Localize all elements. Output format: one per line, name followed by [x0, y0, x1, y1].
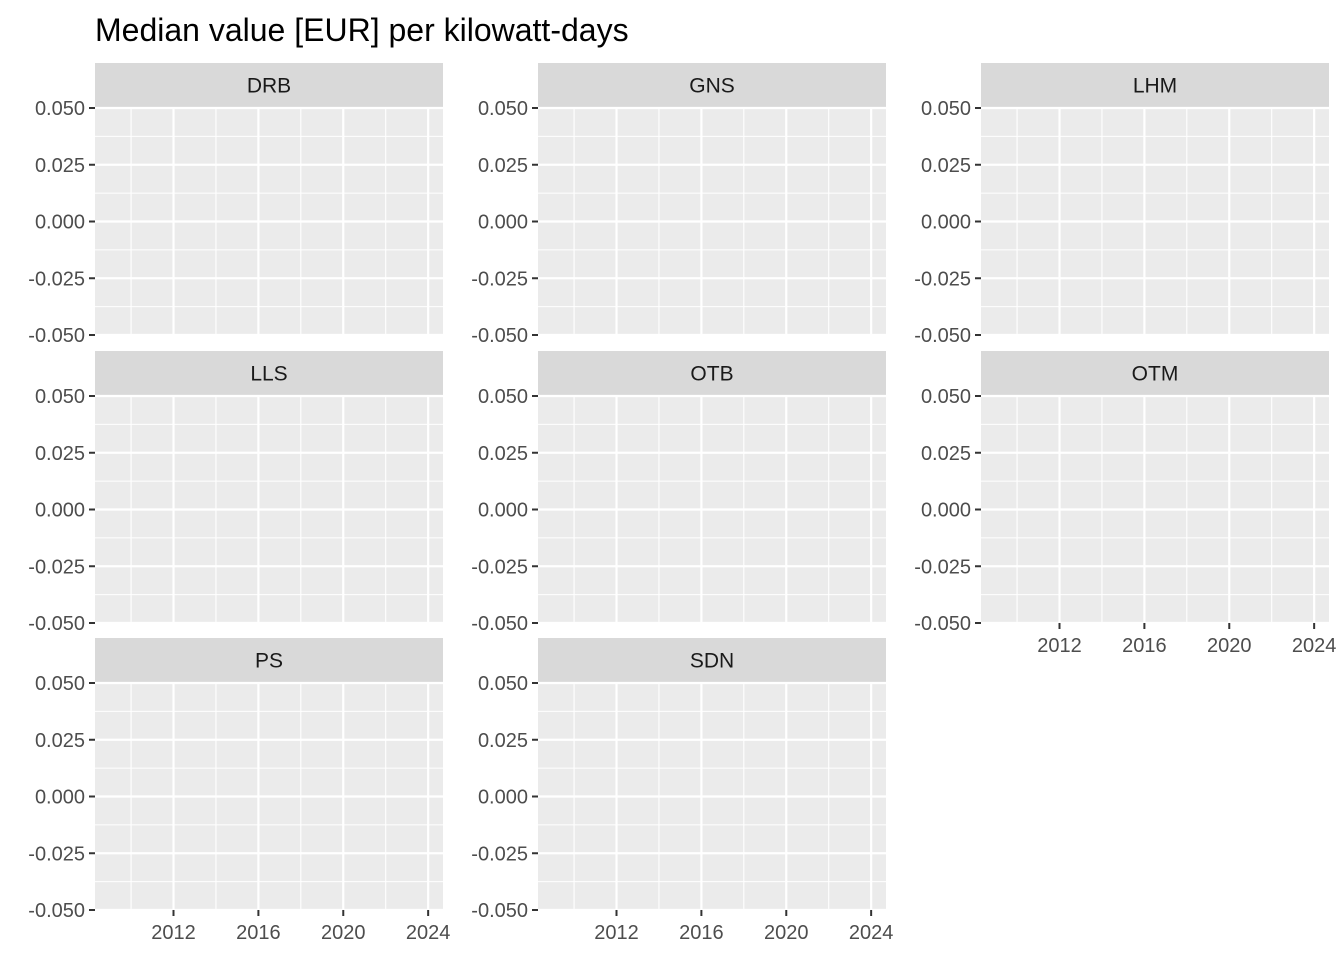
- facet-strip: [981, 63, 1329, 108]
- y-tick-label: 0.000: [478, 500, 528, 522]
- y-tick-label: 0.025: [478, 730, 528, 752]
- facet-strip-label: OTB: [690, 363, 733, 386]
- y-tick-label: -0.025: [28, 268, 85, 290]
- facet-panel-ps: PS 0.050 0.025 0.000 -0.025 -0.050 2012 2016 202…: [28, 638, 450, 944]
- facet-strip-label: OTM: [1132, 363, 1179, 386]
- y-tick-label: 0.050: [35, 673, 85, 695]
- x-tick-label: 2016: [1122, 635, 1167, 657]
- chart-title: Median value [EUR] per kilowatt-days: [95, 12, 629, 48]
- x-tick-label: 2012: [1037, 635, 1082, 657]
- facet-panels: DRB 0.050 0.025 0.000 -0.025 -0.050 GNS 0.050 0.…: [28, 63, 1336, 944]
- y-tick-label: 0.050: [35, 386, 85, 408]
- y-tick-label: -0.050: [914, 613, 971, 635]
- facet-strip: [95, 638, 443, 683]
- y-tick-label: -0.050: [28, 325, 85, 347]
- x-tick-label: 2020: [1207, 635, 1252, 657]
- y-tick-label: -0.025: [914, 268, 971, 290]
- facet-strip-label: SDN: [690, 650, 734, 673]
- x-tick-label: 2024: [1292, 635, 1337, 657]
- facet-panel-drb: DRB 0.050 0.025 0.000 -0.025 -0.050: [28, 63, 443, 347]
- facet-strip: [95, 63, 443, 108]
- y-tick-label: -0.050: [471, 613, 528, 635]
- facet-panel-otm: OTM 0.050 0.025 0.000 -0.025 -0.050 2012 2016 20…: [914, 351, 1336, 657]
- y-tick-label: -0.025: [28, 843, 85, 865]
- y-tick-label: -0.050: [28, 613, 85, 635]
- y-tick-label: 0.025: [35, 443, 85, 465]
- y-tick-label: 0.000: [478, 212, 528, 234]
- y-tick-label: 0.025: [921, 443, 971, 465]
- y-tick-label: 0.050: [478, 673, 528, 695]
- y-tick-label: 0.025: [35, 155, 85, 177]
- y-tick-label: -0.025: [471, 843, 528, 865]
- facet-panel-lls: LLS 0.050 0.025 0.000 -0.025 -0.050: [28, 351, 443, 635]
- facet-panel-lhm: LHM 0.050 0.025 0.000 -0.025 -0.050: [914, 63, 1329, 347]
- x-tick-label: 2016: [236, 922, 281, 944]
- y-tick-label: -0.050: [471, 900, 528, 922]
- x-tick-label: 2016: [679, 922, 724, 944]
- facet-strip-label: PS: [255, 650, 283, 673]
- x-tick-label: 2024: [849, 922, 894, 944]
- y-tick-label: 0.000: [921, 500, 971, 522]
- y-tick-label: 0.050: [478, 98, 528, 120]
- x-tick-label: 2012: [151, 922, 196, 944]
- facet-strip: [95, 351, 443, 396]
- facet-strip-label: LHM: [1133, 75, 1177, 98]
- y-tick-label: -0.050: [471, 325, 528, 347]
- y-tick-label: 0.000: [35, 500, 85, 522]
- y-tick-label: -0.050: [28, 900, 85, 922]
- facet-strip: [538, 63, 886, 108]
- y-tick-label: 0.000: [478, 787, 528, 809]
- x-tick-label: 2012: [594, 922, 639, 944]
- facet-panel-sdn: SDN 0.050 0.025 0.000 -0.025 -0.050 2012 2016 20…: [471, 638, 893, 944]
- y-tick-label: -0.025: [28, 556, 85, 578]
- y-tick-label: 0.000: [35, 787, 85, 809]
- facet-strip-label: DRB: [247, 75, 291, 98]
- x-tick-label: 2020: [764, 922, 809, 944]
- facet-strip-label: GNS: [689, 75, 735, 98]
- facet-panel-otb: OTB 0.050 0.025 0.000 -0.025 -0.050: [471, 351, 886, 635]
- y-tick-label: 0.025: [478, 443, 528, 465]
- facet-panel-gns: GNS 0.050 0.025 0.000 -0.025 -0.050: [471, 63, 886, 347]
- facet-strip: [981, 351, 1329, 396]
- y-tick-label: 0.050: [921, 98, 971, 120]
- facet-strip: [538, 638, 886, 683]
- y-tick-label: 0.050: [921, 386, 971, 408]
- y-tick-label: -0.025: [914, 556, 971, 578]
- y-tick-label: 0.050: [478, 386, 528, 408]
- y-tick-label: 0.025: [35, 730, 85, 752]
- y-tick-label: -0.025: [471, 268, 528, 290]
- y-tick-label: 0.000: [921, 212, 971, 234]
- facet-strip-label: LLS: [250, 363, 287, 386]
- facet-strip: [538, 351, 886, 396]
- y-tick-label: 0.025: [921, 155, 971, 177]
- y-tick-label: -0.025: [471, 556, 528, 578]
- y-tick-label: 0.025: [478, 155, 528, 177]
- y-tick-label: 0.000: [35, 212, 85, 234]
- x-tick-label: 2024: [406, 922, 451, 944]
- y-tick-label: -0.050: [914, 325, 971, 347]
- y-tick-label: 0.050: [35, 98, 85, 120]
- x-tick-label: 2020: [321, 922, 366, 944]
